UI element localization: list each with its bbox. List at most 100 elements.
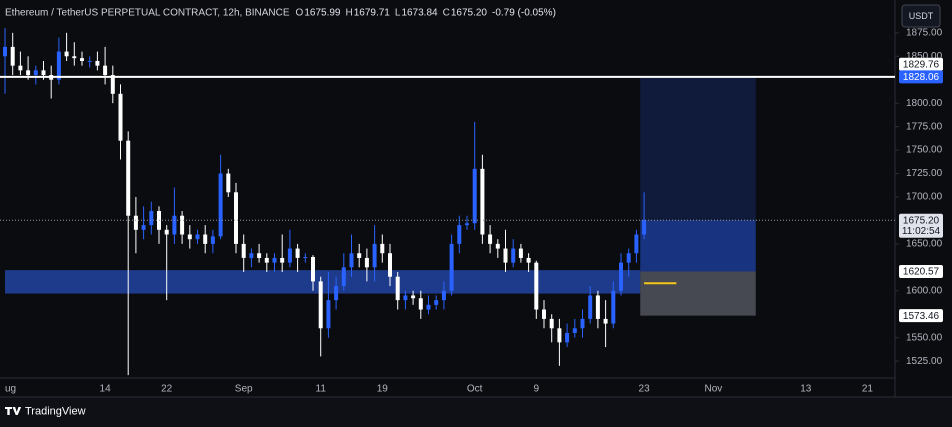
candle-body xyxy=(280,257,285,263)
candle-body xyxy=(518,248,523,258)
resistance-price-label: 1828.06 xyxy=(903,72,940,83)
change: -0.79 (-0.05%) xyxy=(492,8,556,19)
currency-button[interactable] xyxy=(901,4,941,28)
x-tick-label: 23 xyxy=(639,384,651,395)
candle-body xyxy=(549,318,554,329)
candle-body xyxy=(87,60,92,62)
candle-body xyxy=(626,253,631,263)
ohlc-key: H xyxy=(345,8,352,19)
brand-logo[interactable] xyxy=(5,407,22,415)
candle-body xyxy=(472,168,477,224)
candle-body xyxy=(164,229,169,235)
entry-price-label: 1620.57 xyxy=(903,267,940,278)
candle-body xyxy=(210,236,215,244)
candle-body xyxy=(241,243,246,258)
candle-body xyxy=(18,65,23,71)
candle-body xyxy=(341,267,346,287)
candle-body xyxy=(303,257,308,259)
candle-body xyxy=(334,286,339,301)
candle-body xyxy=(56,51,61,80)
candle-body xyxy=(287,248,292,263)
candle-body xyxy=(619,262,623,291)
candle-body xyxy=(72,56,77,59)
candle-body xyxy=(10,46,15,66)
line-price-label: 1829.76 xyxy=(903,59,940,70)
ohlc-key: C xyxy=(443,8,450,19)
ohlc-value: 1673.84 xyxy=(401,8,438,19)
candle-body xyxy=(95,60,100,66)
candle-body xyxy=(80,58,84,61)
candle-body xyxy=(380,243,385,254)
y-tick-label: 1750.00 xyxy=(906,145,943,156)
candle-body xyxy=(141,225,146,230)
x-tick-label: ug xyxy=(5,384,16,395)
y-tick-label: 1875.00 xyxy=(906,27,943,38)
candle-body xyxy=(172,215,177,235)
resistance-price-label-box xyxy=(899,70,943,84)
last-price-label: 1675.20 xyxy=(903,215,940,226)
candle-body xyxy=(426,304,431,310)
candle-body xyxy=(418,298,423,310)
candle-body xyxy=(565,332,570,343)
candle-body xyxy=(395,276,400,301)
candle-body xyxy=(526,257,531,263)
candle-body xyxy=(187,234,192,240)
candle-body xyxy=(195,234,200,240)
currency-label[interactable]: USDT xyxy=(909,11,934,21)
candle-body xyxy=(180,215,185,235)
stop-price-label-box xyxy=(899,309,943,323)
countdown: 11:02:54 xyxy=(902,226,941,237)
x-tick-label: 13 xyxy=(800,384,812,395)
target-zone xyxy=(640,76,756,272)
candle-body xyxy=(434,300,439,305)
candle-body xyxy=(249,253,254,258)
candle-body xyxy=(64,51,69,57)
candle-body xyxy=(218,173,223,237)
y-tick-label: 1650.00 xyxy=(906,239,943,250)
candle-body xyxy=(642,220,647,235)
plot xyxy=(0,28,895,376)
candle-body xyxy=(318,281,323,329)
candle-body xyxy=(26,70,31,76)
line-price-label-box xyxy=(899,57,943,71)
candle-body xyxy=(295,248,300,258)
candle-body xyxy=(572,328,577,333)
candle-body xyxy=(133,215,138,230)
candle-body xyxy=(126,140,131,216)
candle-body xyxy=(580,318,585,329)
candle-body xyxy=(480,168,485,235)
candle-body xyxy=(388,253,392,277)
candle-body xyxy=(557,328,562,343)
ohlc-key: O xyxy=(296,8,304,19)
candle-body xyxy=(149,211,154,226)
candle-body xyxy=(372,243,377,268)
candle-body xyxy=(364,257,369,268)
ohlc-key: L xyxy=(395,8,401,19)
candle-body xyxy=(611,290,616,324)
y-tick-label: 1550.00 xyxy=(906,332,943,343)
y-tick-label: 1525.00 xyxy=(906,356,943,367)
candle-body xyxy=(226,173,231,193)
candle-body xyxy=(403,295,408,301)
candle-body xyxy=(234,192,238,244)
bottom-bar xyxy=(0,397,952,427)
profit-fill xyxy=(640,220,756,272)
candle-body xyxy=(595,295,600,319)
candle-body xyxy=(311,257,315,282)
candle-body xyxy=(257,253,262,258)
brand-name[interactable]: TradingView xyxy=(25,405,86,417)
stop-zone xyxy=(640,271,756,316)
candle-body xyxy=(41,70,46,76)
candle-body xyxy=(503,248,508,263)
candle-body xyxy=(634,234,639,254)
candle-body xyxy=(326,300,331,329)
candle-body xyxy=(488,234,493,244)
candle-body xyxy=(203,234,208,244)
candle-body xyxy=(441,290,446,301)
x-tick-label: 19 xyxy=(377,384,389,395)
symbol-title: Ethereum / TetherUS PERPETUAL CONTRACT, … xyxy=(5,8,290,19)
candle-body xyxy=(3,46,7,57)
y-tick-label: 1775.00 xyxy=(906,121,943,132)
candle-body xyxy=(357,253,362,258)
